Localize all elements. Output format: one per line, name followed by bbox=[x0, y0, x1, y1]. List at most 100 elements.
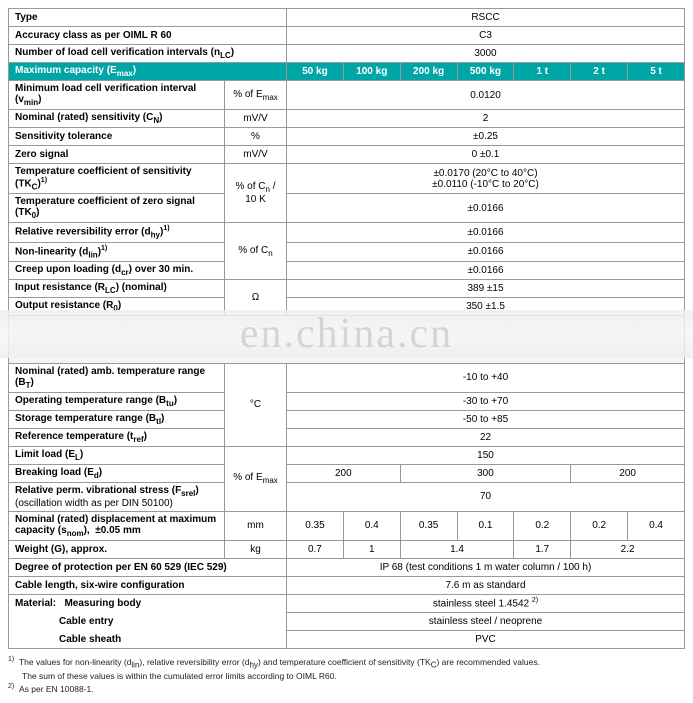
ed-v2: 200 bbox=[571, 464, 685, 482]
row-accuracy: Accuracy class as per OIML R 60 C3 bbox=[9, 27, 685, 45]
cap-4: 1 t bbox=[514, 63, 571, 81]
row-cn: Nominal (rated) sensitivity (CN) mV/V 2 bbox=[9, 110, 685, 128]
snom-unit: mm bbox=[225, 511, 287, 540]
tk0-label: Temperature coefficient of zero signal (… bbox=[9, 194, 225, 223]
tref-label: Reference temperature (tref) bbox=[9, 428, 225, 446]
tkc-unit: % of Cn /10 K bbox=[225, 164, 287, 223]
accuracy-value: C3 bbox=[287, 27, 685, 45]
vmin-label: Minimum load cell verification interval … bbox=[9, 81, 225, 110]
row-max-capacity: Maximum capacity (Emax) 50 kg 100 kg 200… bbox=[9, 63, 685, 81]
dlin-label: Non-linearity (dlin)1) bbox=[9, 242, 225, 261]
bt-unit: °C bbox=[225, 363, 287, 446]
ip-label: Degree of protection per EN 60 529 (IEC … bbox=[9, 558, 287, 576]
dhy-label: Relative reversibility error (dhy)1) bbox=[9, 223, 225, 242]
dhy-unit: % of Cn bbox=[225, 223, 287, 280]
tkc-val: ±0.0170 (20°C to 40°C)±0.0110 (-10°C to … bbox=[287, 164, 685, 194]
row-btl: Storage temperature range (Btl) -50 to +… bbox=[9, 410, 685, 428]
cap-0: 50 kg bbox=[287, 63, 344, 81]
snom-v6: 0.4 bbox=[628, 511, 685, 540]
type-label: Type bbox=[9, 9, 287, 27]
rlc-val: 389 ±15 bbox=[287, 279, 685, 297]
row-mat-entry: Cable entry stainless steel / neoprene bbox=[9, 612, 685, 630]
zero-unit: mV/V bbox=[225, 146, 287, 164]
tref-val: 22 bbox=[287, 428, 685, 446]
snom-v0: 0.35 bbox=[287, 511, 344, 540]
row-dlin: Non-linearity (dlin)1) ±0.0166 bbox=[9, 242, 685, 261]
tk0-val: ±0.0166 bbox=[287, 194, 685, 223]
row-intervals: Number of load cell verification interva… bbox=[9, 45, 685, 63]
bt-val: -10 to +40 bbox=[287, 363, 685, 392]
senstol-label: Sensitivity tolerance bbox=[9, 128, 225, 146]
cable-val: 7.6 m as standard bbox=[287, 576, 685, 594]
footnotes: 1) The values for non-linearity (dlin), … bbox=[8, 655, 685, 695]
zero-val: 0 ±0.1 bbox=[287, 146, 685, 164]
ip-val: IP 68 (test conditions 1 m water column … bbox=[287, 558, 685, 576]
row-cable: Cable length, six-wire configuration 7.6… bbox=[9, 576, 685, 594]
el-unit: % of Emax bbox=[225, 446, 287, 511]
row-btu: Operating temperature range (Btu) -30 to… bbox=[9, 392, 685, 410]
row-tkc: Temperature coefficient of sensitivity (… bbox=[9, 164, 685, 194]
cn-val: 2 bbox=[287, 110, 685, 128]
row-mat-sheath: Cable sheath PVC bbox=[9, 630, 685, 648]
rlc-label: Input resistance (RLC) (nominal) bbox=[9, 279, 225, 297]
cap-1: 100 kg bbox=[343, 63, 400, 81]
row-dcr: Creep upon loading (dcr) over 30 min. ±0… bbox=[9, 261, 685, 279]
mat-body-label: Material: Measuring body bbox=[9, 594, 287, 612]
snom-v5: 0.2 bbox=[571, 511, 628, 540]
dhy-val: ±0.0166 bbox=[287, 223, 685, 242]
g-v0: 0.7 bbox=[287, 540, 344, 558]
g-label: Weight (G), approx. bbox=[9, 540, 225, 558]
btu-val: -30 to +70 bbox=[287, 392, 685, 410]
row-el: Limit load (EL) % of Emax 150 bbox=[9, 446, 685, 464]
row-tref: Reference temperature (tref) 22 bbox=[9, 428, 685, 446]
row-dhy: Relative reversibility error (dhy)1) % o… bbox=[9, 223, 685, 242]
row-mat-body: Material: Measuring body stainless steel… bbox=[9, 594, 685, 612]
cap-3: 500 kg bbox=[457, 63, 514, 81]
row-ip: Degree of protection per EN 60 529 (IEC … bbox=[9, 558, 685, 576]
mat-body-val: stainless steel 1.4542 2) bbox=[287, 594, 685, 612]
g-v4: 2.2 bbox=[571, 540, 685, 558]
snom-v1: 0.4 bbox=[343, 511, 400, 540]
accuracy-label: Accuracy class as per OIML R 60 bbox=[9, 27, 287, 45]
fsrel-val: 70 bbox=[287, 482, 685, 511]
btl-val: -50 to +85 bbox=[287, 410, 685, 428]
cap-6: 5 t bbox=[628, 63, 685, 81]
row-type: Type RSCC bbox=[9, 9, 685, 27]
max-cap-label: Maximum capacity (Emax) bbox=[9, 63, 287, 81]
g-v3: 1.7 bbox=[514, 540, 571, 558]
mat-sheath-label: Cable sheath bbox=[9, 630, 287, 648]
cap-2: 200 kg bbox=[400, 63, 457, 81]
footnote-1b: The sum of these values is within the cu… bbox=[8, 671, 685, 682]
btu-label: Operating temperature range (Btu) bbox=[9, 392, 225, 410]
snom-v4: 0.2 bbox=[514, 511, 571, 540]
dcr-label: Creep upon loading (dcr) over 30 min. bbox=[9, 261, 225, 279]
row-g: Weight (G), approx. kg 0.7 1 1.4 1.7 2.2 bbox=[9, 540, 685, 558]
row-ed: Breaking load (Ed) 200 300 200 bbox=[9, 464, 685, 482]
vmin-unit: % of Emax bbox=[225, 81, 287, 110]
snom-label: Nominal (rated) displacement at maximum … bbox=[9, 511, 225, 540]
senstol-val: ±0.25 bbox=[287, 128, 685, 146]
footnote-1a: 1) The values for non-linearity (dlin), … bbox=[8, 655, 685, 671]
intervals-value: 3000 bbox=[287, 45, 685, 63]
tkc-label: Temperature coefficient of sensitivity (… bbox=[9, 164, 225, 194]
mat-entry-label: Cable entry bbox=[9, 612, 287, 630]
cable-label: Cable length, six-wire configuration bbox=[9, 576, 287, 594]
dlin-val: ±0.0166 bbox=[287, 242, 685, 261]
row-bt: Nominal (rated) amb. temperature range (… bbox=[9, 363, 685, 392]
cn-label: Nominal (rated) sensitivity (CN) bbox=[9, 110, 225, 128]
ed-label: Breaking load (Ed) bbox=[9, 464, 225, 482]
mat-entry-val: stainless steel / neoprene bbox=[287, 612, 685, 630]
dcr-val: ±0.0166 bbox=[287, 261, 685, 279]
footnote-2: 2) As per EN 10088-1. bbox=[8, 682, 685, 695]
bt-label: Nominal (rated) amb. temperature range (… bbox=[9, 363, 225, 392]
type-value: RSCC bbox=[287, 9, 685, 27]
mat-sheath-val: PVC bbox=[287, 630, 685, 648]
cn-unit: mV/V bbox=[225, 110, 287, 128]
row-rlc: Input resistance (RLC) (nominal) Ω 389 ±… bbox=[9, 279, 685, 297]
row-snom: Nominal (rated) displacement at maximum … bbox=[9, 511, 685, 540]
row-senstol: Sensitivity tolerance % ±0.25 bbox=[9, 128, 685, 146]
snom-v2: 0.35 bbox=[400, 511, 457, 540]
ed-v1: 300 bbox=[400, 464, 571, 482]
fsrel-label: Relative perm. vibrational stress (Fsrel… bbox=[9, 482, 225, 511]
vmin-val: 0.0120 bbox=[287, 81, 685, 110]
